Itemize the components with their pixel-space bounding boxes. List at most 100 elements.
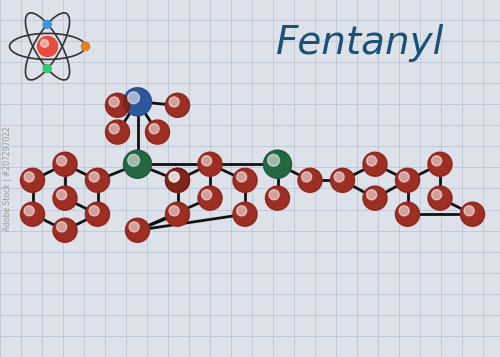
Circle shape: [169, 206, 179, 216]
Circle shape: [166, 202, 190, 226]
Circle shape: [330, 168, 354, 192]
Circle shape: [109, 124, 119, 134]
Circle shape: [363, 186, 387, 210]
Circle shape: [202, 190, 211, 200]
Circle shape: [428, 186, 452, 210]
Circle shape: [428, 152, 452, 176]
Circle shape: [233, 202, 257, 226]
Circle shape: [169, 97, 179, 107]
Circle shape: [126, 218, 150, 242]
Circle shape: [53, 218, 77, 242]
Circle shape: [366, 190, 376, 200]
Circle shape: [396, 202, 419, 226]
Text: Adobe Stock | #207297022: Adobe Stock | #207297022: [4, 126, 13, 231]
Circle shape: [460, 202, 484, 226]
Circle shape: [106, 93, 130, 117]
Circle shape: [269, 190, 279, 200]
Circle shape: [129, 222, 139, 232]
Circle shape: [56, 222, 66, 232]
Circle shape: [166, 168, 190, 192]
Circle shape: [86, 202, 110, 226]
Circle shape: [146, 120, 170, 144]
Circle shape: [363, 152, 387, 176]
Circle shape: [396, 168, 419, 192]
Circle shape: [366, 156, 376, 166]
Circle shape: [298, 168, 322, 192]
Text: Fentanyl: Fentanyl: [276, 24, 444, 62]
Circle shape: [106, 120, 130, 144]
Circle shape: [198, 152, 222, 176]
Circle shape: [86, 202, 110, 226]
Circle shape: [53, 218, 77, 242]
Circle shape: [124, 150, 152, 178]
Circle shape: [20, 168, 44, 192]
Circle shape: [432, 156, 442, 166]
Circle shape: [109, 97, 119, 107]
Circle shape: [86, 168, 110, 192]
Circle shape: [24, 172, 34, 182]
Circle shape: [106, 93, 130, 117]
Circle shape: [89, 206, 99, 216]
Circle shape: [198, 186, 222, 210]
Circle shape: [128, 92, 140, 104]
Circle shape: [233, 168, 257, 192]
Circle shape: [298, 168, 322, 192]
Circle shape: [86, 168, 110, 192]
Circle shape: [198, 152, 222, 176]
Circle shape: [264, 150, 291, 178]
Circle shape: [124, 88, 152, 116]
Circle shape: [166, 93, 190, 117]
Circle shape: [124, 88, 152, 116]
Circle shape: [82, 42, 90, 50]
Circle shape: [268, 155, 280, 166]
Circle shape: [396, 168, 419, 192]
Circle shape: [126, 218, 150, 242]
Circle shape: [24, 206, 34, 216]
Circle shape: [233, 168, 257, 192]
Circle shape: [89, 172, 99, 182]
Circle shape: [166, 168, 190, 192]
Circle shape: [53, 152, 77, 176]
Circle shape: [266, 186, 289, 210]
Circle shape: [236, 206, 246, 216]
Circle shape: [166, 202, 190, 226]
Circle shape: [128, 155, 140, 166]
Circle shape: [106, 120, 130, 144]
Circle shape: [38, 36, 58, 56]
Circle shape: [166, 168, 190, 192]
Circle shape: [334, 172, 344, 182]
Circle shape: [432, 190, 442, 200]
Circle shape: [169, 172, 179, 182]
Circle shape: [428, 186, 452, 210]
Circle shape: [124, 150, 152, 178]
Circle shape: [363, 152, 387, 176]
Circle shape: [53, 186, 77, 210]
Circle shape: [460, 202, 484, 226]
Circle shape: [82, 42, 90, 50]
Circle shape: [266, 186, 289, 210]
Circle shape: [264, 150, 291, 178]
Circle shape: [43, 65, 52, 72]
Circle shape: [396, 202, 419, 226]
Circle shape: [20, 202, 44, 226]
Circle shape: [302, 172, 312, 182]
Circle shape: [428, 152, 452, 176]
Circle shape: [20, 168, 44, 192]
Circle shape: [399, 172, 409, 182]
Circle shape: [330, 168, 354, 192]
Circle shape: [166, 93, 190, 117]
Circle shape: [53, 186, 77, 210]
Circle shape: [198, 186, 222, 210]
Circle shape: [233, 202, 257, 226]
Circle shape: [236, 172, 246, 182]
Circle shape: [169, 172, 179, 182]
Circle shape: [166, 168, 190, 192]
Circle shape: [56, 156, 66, 166]
Circle shape: [20, 202, 44, 226]
Circle shape: [40, 39, 48, 47]
Circle shape: [464, 206, 474, 216]
Circle shape: [44, 20, 52, 28]
Circle shape: [399, 206, 409, 216]
Circle shape: [202, 156, 211, 166]
Circle shape: [363, 186, 387, 210]
